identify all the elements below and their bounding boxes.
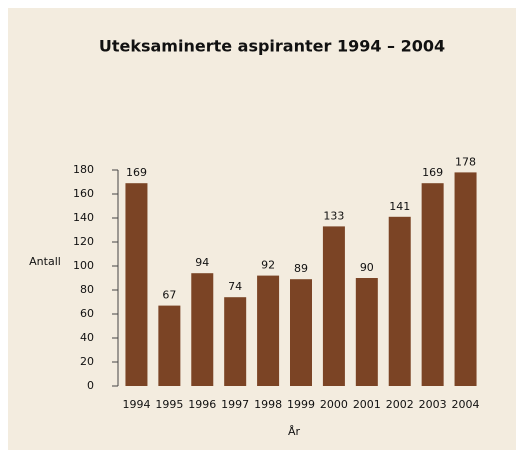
data-label: 90 bbox=[360, 261, 374, 274]
y-tick-label: 0 bbox=[87, 379, 94, 392]
x-tick-label: 2003 bbox=[419, 398, 447, 411]
y-tick-label: 80 bbox=[80, 283, 94, 296]
data-label: 169 bbox=[126, 166, 147, 179]
y-tick-label: 40 bbox=[80, 331, 94, 344]
bar bbox=[322, 226, 345, 386]
x-tick-label: 2001 bbox=[353, 398, 381, 411]
data-label: 67 bbox=[162, 289, 176, 302]
y-tick-label: 20 bbox=[80, 355, 94, 368]
x-axis-label: År bbox=[288, 425, 301, 438]
data-label: 169 bbox=[422, 166, 443, 179]
x-tick-label: 1995 bbox=[155, 398, 183, 411]
bar bbox=[125, 183, 148, 386]
data-label: 74 bbox=[228, 280, 242, 293]
data-label: 141 bbox=[389, 200, 410, 213]
x-tick-label: 2000 bbox=[320, 398, 348, 411]
bar bbox=[290, 279, 312, 386]
bar bbox=[421, 183, 444, 386]
x-tick-label: 2002 bbox=[386, 398, 414, 411]
data-label: 89 bbox=[294, 262, 308, 275]
data-label: 133 bbox=[323, 209, 344, 222]
data-label: 94 bbox=[195, 256, 209, 269]
bar bbox=[224, 297, 247, 386]
bar bbox=[388, 216, 411, 386]
x-tick-label: 1994 bbox=[122, 398, 150, 411]
bar bbox=[191, 273, 214, 386]
bar bbox=[257, 275, 280, 386]
y-tick-label: 160 bbox=[73, 187, 94, 200]
data-label: 92 bbox=[261, 259, 275, 272]
x-tick-label: 1998 bbox=[254, 398, 282, 411]
bar bbox=[355, 278, 378, 386]
chart-title: Uteksaminerte aspiranter 1994 – 2004 bbox=[99, 37, 445, 56]
x-tick-label: 1999 bbox=[287, 398, 315, 411]
y-tick-label: 120 bbox=[73, 235, 94, 248]
bar bbox=[454, 172, 477, 386]
y-tick-label: 60 bbox=[80, 307, 94, 320]
y-tick-label: 180 bbox=[73, 163, 94, 176]
x-tick-label: 1997 bbox=[221, 398, 249, 411]
y-tick-label: 100 bbox=[73, 259, 94, 272]
y-tick-label: 140 bbox=[73, 211, 94, 224]
data-label: 178 bbox=[455, 155, 476, 168]
x-tick-label: 2004 bbox=[452, 398, 480, 411]
y-axis-label: Antall bbox=[29, 255, 61, 268]
bar bbox=[158, 305, 181, 386]
x-tick-label: 1996 bbox=[188, 398, 216, 411]
